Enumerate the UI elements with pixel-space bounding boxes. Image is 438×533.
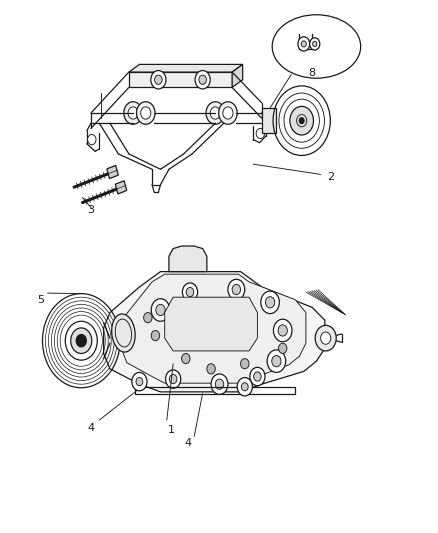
Circle shape	[186, 287, 193, 297]
Circle shape	[312, 42, 316, 46]
Circle shape	[181, 353, 190, 364]
Circle shape	[309, 38, 319, 50]
Circle shape	[143, 312, 152, 323]
Circle shape	[136, 102, 155, 124]
Circle shape	[296, 115, 306, 127]
Circle shape	[71, 328, 92, 353]
Circle shape	[232, 285, 240, 295]
Circle shape	[314, 325, 336, 351]
Circle shape	[241, 383, 247, 391]
Circle shape	[260, 291, 279, 313]
Circle shape	[205, 102, 224, 124]
Polygon shape	[261, 108, 276, 133]
Circle shape	[271, 356, 280, 367]
Circle shape	[151, 330, 159, 341]
Circle shape	[124, 102, 142, 124]
Circle shape	[151, 298, 170, 321]
Text: 5: 5	[37, 295, 44, 305]
Text: 4: 4	[87, 423, 94, 433]
Polygon shape	[115, 181, 127, 194]
Text: 3: 3	[87, 205, 94, 215]
Circle shape	[198, 75, 206, 84]
Polygon shape	[129, 72, 232, 87]
Circle shape	[128, 107, 138, 119]
Circle shape	[194, 70, 210, 89]
Ellipse shape	[111, 314, 135, 352]
Text: 4: 4	[184, 438, 191, 448]
Circle shape	[182, 283, 197, 301]
Circle shape	[206, 364, 215, 374]
Ellipse shape	[185, 300, 236, 346]
Text: 2: 2	[327, 172, 334, 182]
Circle shape	[320, 332, 330, 344]
Polygon shape	[164, 297, 257, 351]
Circle shape	[154, 75, 162, 84]
Circle shape	[151, 70, 166, 89]
Circle shape	[136, 377, 142, 386]
Text: 8: 8	[307, 68, 314, 78]
Ellipse shape	[272, 15, 360, 78]
Circle shape	[169, 375, 177, 384]
Circle shape	[237, 377, 252, 396]
Circle shape	[265, 297, 274, 308]
Polygon shape	[103, 272, 324, 392]
Circle shape	[298, 118, 304, 124]
Circle shape	[218, 102, 237, 124]
Circle shape	[249, 367, 265, 386]
Polygon shape	[106, 165, 118, 179]
Circle shape	[297, 37, 309, 51]
Polygon shape	[129, 64, 242, 72]
Polygon shape	[169, 246, 206, 272]
Circle shape	[289, 107, 313, 135]
Circle shape	[88, 134, 96, 145]
Circle shape	[155, 304, 165, 316]
Circle shape	[210, 107, 220, 119]
Circle shape	[165, 370, 180, 388]
Text: 1: 1	[167, 425, 174, 435]
Circle shape	[76, 335, 86, 347]
Circle shape	[253, 372, 261, 381]
Polygon shape	[232, 64, 242, 87]
Circle shape	[223, 107, 233, 119]
Circle shape	[300, 41, 306, 47]
Circle shape	[266, 350, 285, 373]
Circle shape	[227, 279, 244, 300]
Circle shape	[211, 374, 227, 394]
Circle shape	[215, 379, 223, 389]
Circle shape	[277, 325, 287, 336]
Circle shape	[256, 128, 264, 139]
Circle shape	[240, 359, 248, 369]
Circle shape	[273, 319, 291, 342]
Circle shape	[140, 107, 151, 119]
Polygon shape	[121, 274, 305, 383]
Circle shape	[131, 373, 147, 391]
Circle shape	[278, 343, 286, 353]
